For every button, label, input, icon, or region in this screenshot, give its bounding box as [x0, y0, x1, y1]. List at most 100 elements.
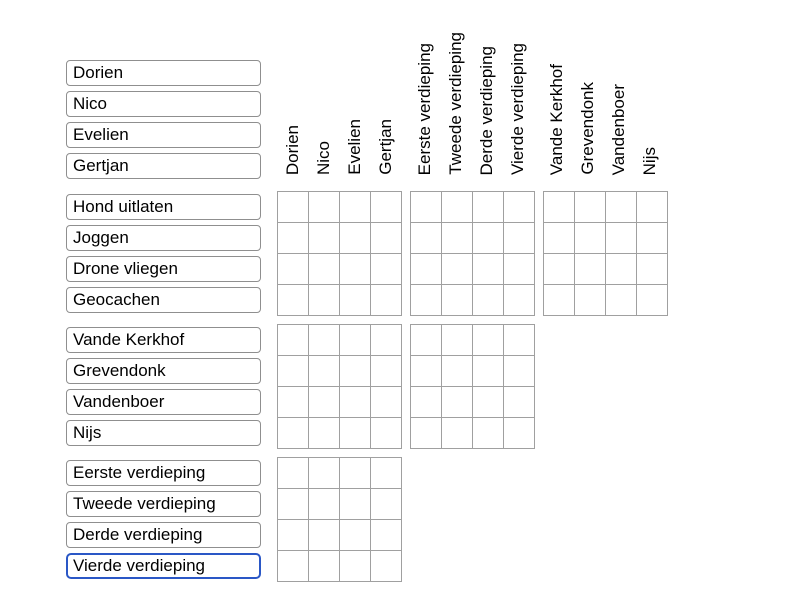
grid-cell[interactable] — [473, 418, 504, 449]
grid-cell[interactable] — [278, 223, 309, 254]
item-box-nijs[interactable]: Nijs — [66, 419, 261, 446]
item-box-tweede-verdieping[interactable]: Tweede verdieping — [66, 490, 261, 517]
grid-cell[interactable] — [371, 285, 402, 316]
grid-cell[interactable] — [309, 520, 340, 551]
grid-cell[interactable] — [575, 285, 606, 316]
grid-cell[interactable] — [371, 254, 402, 285]
grid-cell[interactable] — [278, 520, 309, 551]
grid-cell[interactable] — [278, 458, 309, 489]
grid-cell[interactable] — [544, 192, 575, 223]
grid-cell[interactable] — [340, 356, 371, 387]
grid-cell[interactable] — [309, 254, 340, 285]
grid-cell[interactable] — [340, 285, 371, 316]
grid-cell[interactable] — [340, 387, 371, 418]
grid-cell[interactable] — [411, 325, 442, 356]
grid-cell[interactable] — [411, 356, 442, 387]
grid-cell[interactable] — [442, 285, 473, 316]
grid-cell[interactable] — [309, 387, 340, 418]
item-box-gertjan[interactable]: Gertjan — [66, 152, 261, 179]
grid-cell[interactable] — [371, 458, 402, 489]
grid-cell[interactable] — [442, 387, 473, 418]
grid-cell[interactable] — [504, 223, 535, 254]
grid-cell[interactable] — [637, 223, 668, 254]
grid-cell[interactable] — [371, 325, 402, 356]
grid-cell[interactable] — [473, 387, 504, 418]
grid-cell[interactable] — [340, 325, 371, 356]
item-box-grevendonk[interactable]: Grevendonk — [66, 357, 261, 384]
grid-cell[interactable] — [504, 418, 535, 449]
item-box-vande-kerkhof[interactable]: Vande Kerkhof — [66, 326, 261, 353]
grid-cell[interactable] — [504, 192, 535, 223]
grid-cell[interactable] — [340, 458, 371, 489]
grid-cell[interactable] — [504, 285, 535, 316]
grid-cell[interactable] — [575, 254, 606, 285]
grid-cell[interactable] — [504, 325, 535, 356]
grid-cell[interactable] — [371, 387, 402, 418]
grid-cell[interactable] — [309, 551, 340, 582]
grid-cell[interactable] — [309, 192, 340, 223]
grid-cell[interactable] — [544, 223, 575, 254]
item-box-vandenboer[interactable]: Vandenboer — [66, 388, 261, 415]
grid-cell[interactable] — [473, 356, 504, 387]
grid-cell[interactable] — [340, 551, 371, 582]
grid-cell[interactable] — [371, 192, 402, 223]
item-box-eerste-verdieping[interactable]: Eerste verdieping — [66, 459, 261, 486]
item-box-evelien[interactable]: Evelien — [66, 121, 261, 148]
grid-cell[interactable] — [606, 192, 637, 223]
item-box-derde-verdieping[interactable]: Derde verdieping — [66, 521, 261, 548]
grid-cell[interactable] — [278, 551, 309, 582]
item-box-dorien[interactable]: Dorien — [66, 59, 261, 86]
grid-cell[interactable] — [340, 489, 371, 520]
grid-cell[interactable] — [309, 285, 340, 316]
grid-cell[interactable] — [473, 254, 504, 285]
grid-cell[interactable] — [411, 254, 442, 285]
grid-cell[interactable] — [371, 489, 402, 520]
grid-cell[interactable] — [637, 285, 668, 316]
grid-cell[interactable] — [637, 192, 668, 223]
grid-cell[interactable] — [504, 387, 535, 418]
grid-cell[interactable] — [473, 325, 504, 356]
grid-cell[interactable] — [371, 418, 402, 449]
item-box-joggen[interactable]: Joggen — [66, 224, 261, 251]
grid-cell[interactable] — [473, 192, 504, 223]
grid-cell[interactable] — [504, 254, 535, 285]
grid-cell[interactable] — [371, 356, 402, 387]
grid-cell[interactable] — [606, 285, 637, 316]
grid-cell[interactable] — [309, 489, 340, 520]
grid-cell[interactable] — [442, 192, 473, 223]
grid-cell[interactable] — [606, 254, 637, 285]
grid-cell[interactable] — [544, 254, 575, 285]
item-box-vierde-verdieping-selected[interactable]: Vierde verdieping — [66, 552, 261, 579]
grid-cell[interactable] — [278, 325, 309, 356]
grid-cell[interactable] — [411, 418, 442, 449]
grid-cell[interactable] — [309, 458, 340, 489]
grid-cell[interactable] — [340, 254, 371, 285]
item-box-geocachen[interactable]: Geocachen — [66, 286, 261, 313]
grid-cell[interactable] — [278, 285, 309, 316]
grid-cell[interactable] — [442, 418, 473, 449]
grid-cell[interactable] — [278, 254, 309, 285]
item-box-nico[interactable]: Nico — [66, 90, 261, 117]
grid-cell[interactable] — [544, 285, 575, 316]
grid-cell[interactable] — [340, 520, 371, 551]
grid-cell[interactable] — [278, 387, 309, 418]
grid-cell[interactable] — [411, 192, 442, 223]
grid-cell[interactable] — [411, 387, 442, 418]
grid-cell[interactable] — [442, 325, 473, 356]
grid-cell[interactable] — [442, 254, 473, 285]
grid-cell[interactable] — [371, 551, 402, 582]
grid-cell[interactable] — [442, 356, 473, 387]
grid-cell[interactable] — [309, 223, 340, 254]
grid-cell[interactable] — [371, 223, 402, 254]
grid-cell[interactable] — [411, 285, 442, 316]
grid-cell[interactable] — [278, 356, 309, 387]
grid-cell[interactable] — [278, 418, 309, 449]
grid-cell[interactable] — [637, 254, 668, 285]
grid-cell[interactable] — [411, 223, 442, 254]
grid-cell[interactable] — [442, 223, 473, 254]
item-box-drone-vliegen[interactable]: Drone vliegen — [66, 255, 261, 282]
grid-cell[interactable] — [340, 418, 371, 449]
item-box-hond-uitlaten[interactable]: Hond uitlaten — [66, 193, 261, 220]
grid-cell[interactable] — [278, 489, 309, 520]
grid-cell[interactable] — [473, 285, 504, 316]
